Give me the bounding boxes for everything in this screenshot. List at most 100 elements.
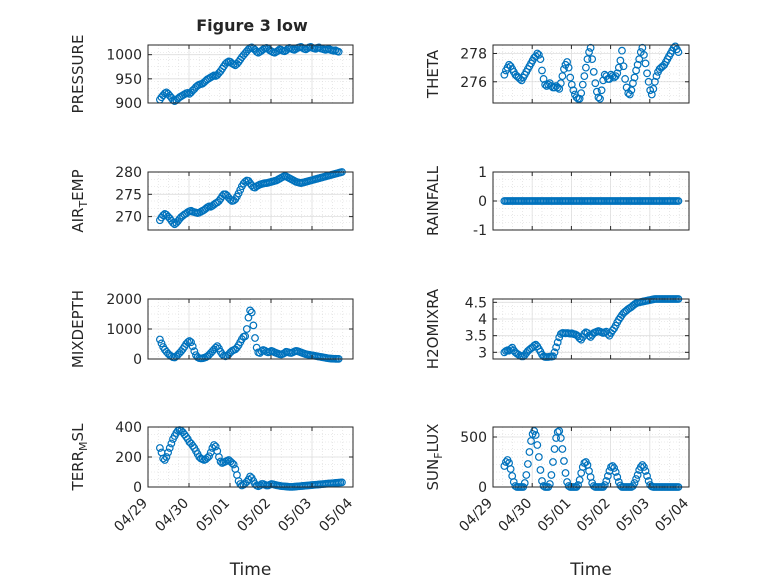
data-point (649, 84, 658, 93)
axes-5: 0 1000 2000 MIXDEPTH (69, 290, 354, 368)
data-point (155, 335, 164, 344)
data-point (558, 445, 567, 453)
data-point (530, 427, 539, 435)
data-point (536, 55, 545, 64)
data-point (567, 80, 576, 89)
data-point (534, 453, 543, 461)
data-point (547, 471, 556, 479)
data-point (555, 84, 564, 93)
data-point (522, 471, 531, 479)
data-point (520, 479, 529, 487)
data-point (577, 89, 586, 97)
data-point (211, 343, 220, 352)
data-point (211, 442, 220, 451)
axes-3: 270 275 280 AIRTEMP (69, 165, 354, 233)
data-point (533, 49, 542, 58)
data-point (183, 338, 192, 347)
data-point (629, 79, 637, 88)
data-point (652, 72, 661, 81)
data-point (242, 325, 251, 333)
data-point (619, 62, 628, 71)
data-point (621, 75, 630, 83)
data-point (627, 86, 636, 95)
data-point (643, 69, 651, 78)
data-point (614, 63, 623, 72)
y-axis-label: RAINFALL (424, 165, 442, 236)
figure-title: Figure 3 low (196, 16, 308, 35)
data-point (592, 87, 601, 96)
data-point (553, 338, 562, 347)
y-tick-label: 0 (478, 480, 487, 496)
y-axis-label-part: LUX (424, 424, 442, 453)
data-point (561, 469, 570, 477)
data-point (575, 476, 584, 484)
data-point (674, 48, 683, 56)
data-point (613, 69, 622, 78)
data-point (556, 434, 565, 442)
data-point (569, 86, 578, 95)
data-point (165, 444, 174, 452)
data-point (560, 457, 568, 465)
data-point (549, 352, 557, 361)
y-tick-label: 280 (115, 165, 142, 181)
data-point (159, 211, 168, 220)
data-point (534, 51, 543, 59)
data-point (574, 481, 582, 489)
data-point (610, 464, 619, 472)
data-point (632, 475, 640, 483)
data-point (608, 462, 617, 470)
data-point (635, 55, 644, 64)
data-point (553, 428, 562, 436)
axes-box (147, 171, 354, 231)
data-point (597, 86, 606, 95)
data-point (164, 448, 172, 457)
data-point (632, 66, 640, 75)
data-point (633, 60, 642, 69)
axes-4: -1 0 1 RAINFALL (424, 165, 690, 239)
data-point (602, 477, 611, 485)
y-tick-label: 275 (115, 187, 142, 203)
y-tick-label: 3 (478, 345, 487, 361)
data-point (190, 347, 199, 356)
y-tick-label: -1 (473, 223, 487, 239)
data-point (603, 472, 612, 480)
data-point (155, 444, 164, 452)
data-point (334, 47, 343, 56)
data-point (647, 90, 656, 99)
data-point (552, 343, 561, 352)
data-point (226, 195, 235, 204)
data-point (187, 338, 195, 347)
axes-2: 276 278 THETA (424, 42, 690, 104)
data-point (633, 471, 642, 479)
data-point (613, 473, 622, 481)
axes-box (492, 426, 690, 488)
data-point (630, 73, 639, 82)
y-tick-label: 950 (115, 72, 142, 88)
data-point (550, 445, 559, 453)
y-axis-label-part: SUN (424, 459, 442, 491)
axes-6: 33.544.5 H2OMIXRA (424, 288, 690, 369)
data-point (338, 478, 346, 487)
data-point (538, 66, 546, 75)
y-tick-label: 0 (478, 194, 487, 210)
data-point (249, 321, 258, 330)
data-point (538, 477, 546, 485)
y-axis-label-subscript: F (432, 452, 445, 458)
y-tick-label: 1000 (106, 48, 142, 64)
data-point (611, 468, 620, 476)
data-point (210, 441, 218, 449)
data-point (582, 63, 590, 72)
y-tick-label: 4 (478, 312, 487, 328)
y-tick-label: 900 (115, 96, 142, 112)
y-axis-label-subscript: T (77, 201, 90, 209)
data-point (523, 460, 532, 468)
data-point (506, 465, 515, 473)
y-tick-label: 200 (115, 450, 142, 466)
data-point (247, 308, 256, 317)
data-point (167, 439, 176, 448)
data-point (539, 75, 548, 83)
data-point (575, 94, 584, 103)
data-point (555, 427, 564, 435)
